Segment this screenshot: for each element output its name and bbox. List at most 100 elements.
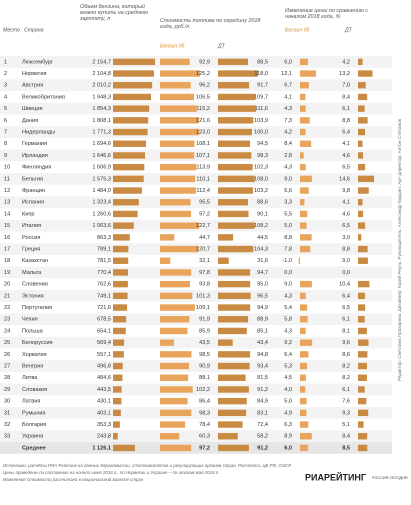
- value-label: 120,7: [196, 247, 210, 253]
- value-label: 78,4: [199, 422, 210, 428]
- note: Изменение стоимости рассчитано в национа…: [3, 477, 144, 482]
- value-label: 43,5: [199, 340, 210, 346]
- bar: [358, 199, 363, 206]
- value-label: 94,9: [257, 305, 268, 311]
- bar: [218, 433, 238, 440]
- value-label: 106,5: [196, 94, 210, 100]
- bar: [218, 362, 250, 370]
- change-header-box: Изменение цены по сравнению с началом 20…: [285, 8, 368, 20]
- rank: 4: [4, 94, 7, 100]
- value-label: 6,4: [342, 130, 350, 136]
- country: Австрия: [22, 83, 43, 89]
- value-label: 6,1: [342, 106, 350, 112]
- bar: [300, 187, 309, 194]
- value-label: 31,6: [257, 258, 268, 264]
- country: Швеция: [22, 106, 43, 112]
- value-label: 100,0: [254, 130, 268, 136]
- value-label: 4,1: [342, 200, 350, 206]
- bar: [300, 409, 307, 417]
- bar: [300, 444, 308, 452]
- bar: [113, 421, 120, 428]
- rank: 3: [4, 83, 7, 89]
- value-label: 125,2: [196, 71, 210, 77]
- value-label: 4,5: [284, 375, 292, 381]
- value-label: -1,0: [282, 258, 292, 264]
- bar: [358, 140, 363, 147]
- value-label: 88,1: [199, 375, 210, 381]
- bar: [300, 152, 304, 159]
- country: Франция: [22, 188, 45, 194]
- rank: 15: [4, 223, 10, 229]
- bar: [300, 128, 306, 136]
- value-label: 4,9: [284, 410, 292, 416]
- bar: [113, 117, 149, 124]
- row-band: [0, 360, 392, 372]
- bar: [160, 245, 199, 253]
- bar: [160, 292, 193, 300]
- value-label: 0,0: [342, 270, 350, 276]
- bar: [160, 433, 180, 440]
- row-band: [0, 149, 392, 162]
- bar: [113, 199, 139, 206]
- country: Италия: [22, 223, 41, 229]
- rank: 32: [4, 422, 10, 428]
- bar: [358, 93, 368, 101]
- bar: [300, 280, 312, 288]
- bar: [300, 245, 311, 253]
- bar: [113, 58, 155, 66]
- bar: [160, 58, 190, 66]
- bar: [160, 163, 197, 171]
- value-label: 4,3: [284, 106, 292, 112]
- value-label: 122,7: [196, 223, 210, 229]
- bar: [113, 257, 129, 264]
- bar: [358, 105, 365, 112]
- country: Эстония: [22, 293, 44, 299]
- value-label: 88,5: [257, 59, 268, 65]
- country: Словения: [22, 282, 48, 288]
- value-label: 443,5: [97, 387, 111, 393]
- value-label: 678,5: [97, 317, 111, 323]
- bar: [300, 316, 308, 323]
- value-label: 6,4: [342, 293, 350, 299]
- value-label: 770,4: [97, 270, 111, 276]
- value-label: 91,7: [257, 83, 268, 89]
- rank: 5: [4, 106, 7, 112]
- country: Германия: [22, 141, 47, 147]
- value-label: 557,1: [97, 352, 111, 358]
- value-label: 6,0: [284, 445, 292, 451]
- value-label: 111,6: [255, 106, 268, 112]
- bar: [218, 117, 254, 124]
- rank: 12: [4, 188, 10, 194]
- bar: [160, 105, 197, 112]
- country: Болгария: [22, 422, 46, 428]
- bar: [358, 374, 367, 381]
- bar: [300, 93, 306, 101]
- value-label: 8,2: [342, 375, 350, 381]
- bar: [160, 362, 190, 370]
- sub-header: Бензин 95: [160, 43, 185, 49]
- bar: [218, 269, 251, 276]
- value-label: 654,1: [97, 328, 111, 334]
- country: Литва: [22, 375, 38, 381]
- value-label: 95,5: [199, 200, 210, 206]
- bar: [358, 280, 370, 288]
- bar: [113, 316, 127, 323]
- bar: [160, 257, 171, 264]
- value-label: 4,6: [342, 211, 350, 217]
- bar: [218, 210, 249, 218]
- bar: [300, 397, 307, 405]
- bar: [298, 257, 300, 264]
- bar: [113, 292, 128, 300]
- value-label: 7,3: [284, 118, 292, 124]
- value-label: 6,5: [342, 223, 350, 229]
- value-label: 13,2: [339, 71, 350, 77]
- bar: [113, 304, 128, 311]
- value-label: 4,3: [284, 165, 292, 171]
- value-label: 97,2: [199, 445, 210, 451]
- country: Нидерланды: [22, 130, 55, 136]
- country: Польша: [22, 328, 44, 334]
- bar: [358, 327, 367, 335]
- country-header: Страна: [24, 27, 44, 33]
- value-label: 85,9: [199, 328, 210, 334]
